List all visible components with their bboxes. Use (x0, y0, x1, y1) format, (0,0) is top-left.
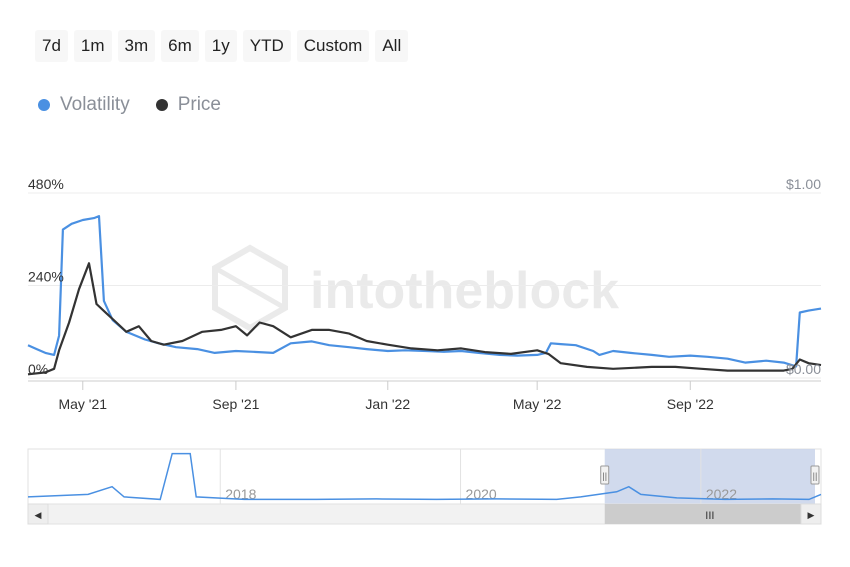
x-axis-tick-label: Jan '22 (365, 396, 410, 412)
watermark-logo-icon (212, 244, 288, 332)
scrollbar-grip-icon: III (705, 510, 714, 522)
navigator-handle-box (600, 465, 610, 485)
navigator-selection[interactable] (604, 449, 815, 504)
watermark: intotheblock (212, 244, 619, 332)
navigator-handle-grip-icon: || (602, 471, 607, 481)
navigator-volatility-line (27, 452, 822, 501)
scroll-right-arrow-icon: ▶ (808, 510, 815, 520)
price-dot-icon (155, 99, 168, 111)
navigator-tick-label: 2022 (706, 486, 737, 502)
range-button-7d[interactable]: 7d (35, 30, 68, 62)
scrollbar[interactable]: III ◀ ▶ (27, 503, 822, 525)
watermark-text: intotheblock (310, 262, 619, 320)
legend-item-price[interactable]: Price (155, 94, 221, 116)
navigator-handle-left[interactable]: || (600, 465, 610, 485)
scrollbar-thumb[interactable] (604, 504, 815, 524)
legend-item-volatility[interactable]: Volatility (38, 94, 130, 116)
navigator-tick-label: 2020 (466, 486, 497, 502)
x-axis-tick-label: May '22 (513, 396, 562, 412)
range-button-custom[interactable]: Custom (296, 30, 370, 62)
range-button-6m[interactable]: 6m (161, 30, 199, 62)
x-axis-tick-label: Sep '21 (212, 396, 259, 412)
right-axis-tick-label: $1.00 (786, 176, 821, 192)
volatility-dot-icon (38, 99, 50, 111)
range-button-ytd[interactable]: YTD (242, 30, 291, 62)
x-axis-tick-label: Sep '22 (667, 396, 714, 412)
left-axis-tick-label: 240% (28, 269, 64, 285)
left-axis-tick-label: 0% (28, 361, 48, 377)
price-series-line (27, 262, 822, 376)
watermark-logo-icon-stroke (213, 265, 287, 311)
navigator: 2018 2020 2022 || || (27, 448, 822, 505)
navigator-handle-grip-icon: || (813, 471, 818, 481)
range-button-all[interactable]: All (375, 30, 409, 62)
navigator-grid: 2018 2020 2022 (219, 449, 737, 504)
range-button-1y[interactable]: 1y (204, 30, 237, 62)
navigator-handle-right[interactable]: || (810, 465, 820, 485)
left-axis-tick-label: 480% (28, 176, 64, 192)
scroll-right-button[interactable] (800, 503, 822, 525)
chart-grid (28, 192, 821, 379)
volatility-series-line (27, 215, 822, 368)
chart-axes: 480% 240% 0% $1.00 $0.00 May '21 Sep '21 Jan '2… (28, 176, 821, 412)
navigator-handle-box (810, 465, 820, 485)
scroll-left-arrow-icon: ◀ (35, 510, 42, 520)
navigator-frame (27, 448, 822, 505)
chart-series (27, 215, 822, 376)
range-button-3m[interactable]: 3m (117, 30, 156, 62)
scroll-left-button[interactable] (27, 503, 49, 525)
right-axis-tick-label: $0.00 (786, 361, 821, 377)
scrollbar-track[interactable] (27, 503, 822, 525)
chart-legend: Volatility Price (38, 94, 221, 116)
navigator-tick-label: 2018 (225, 486, 256, 502)
range-button-1m[interactable]: 1m (73, 30, 112, 62)
legend-label-volatility: Volatility (60, 94, 130, 115)
range-selector: 7d 1m 3m 6m 1y YTD Custom All (35, 30, 409, 62)
x-axis-tick-label: May '21 (58, 396, 107, 412)
legend-label-price: Price (177, 94, 221, 115)
